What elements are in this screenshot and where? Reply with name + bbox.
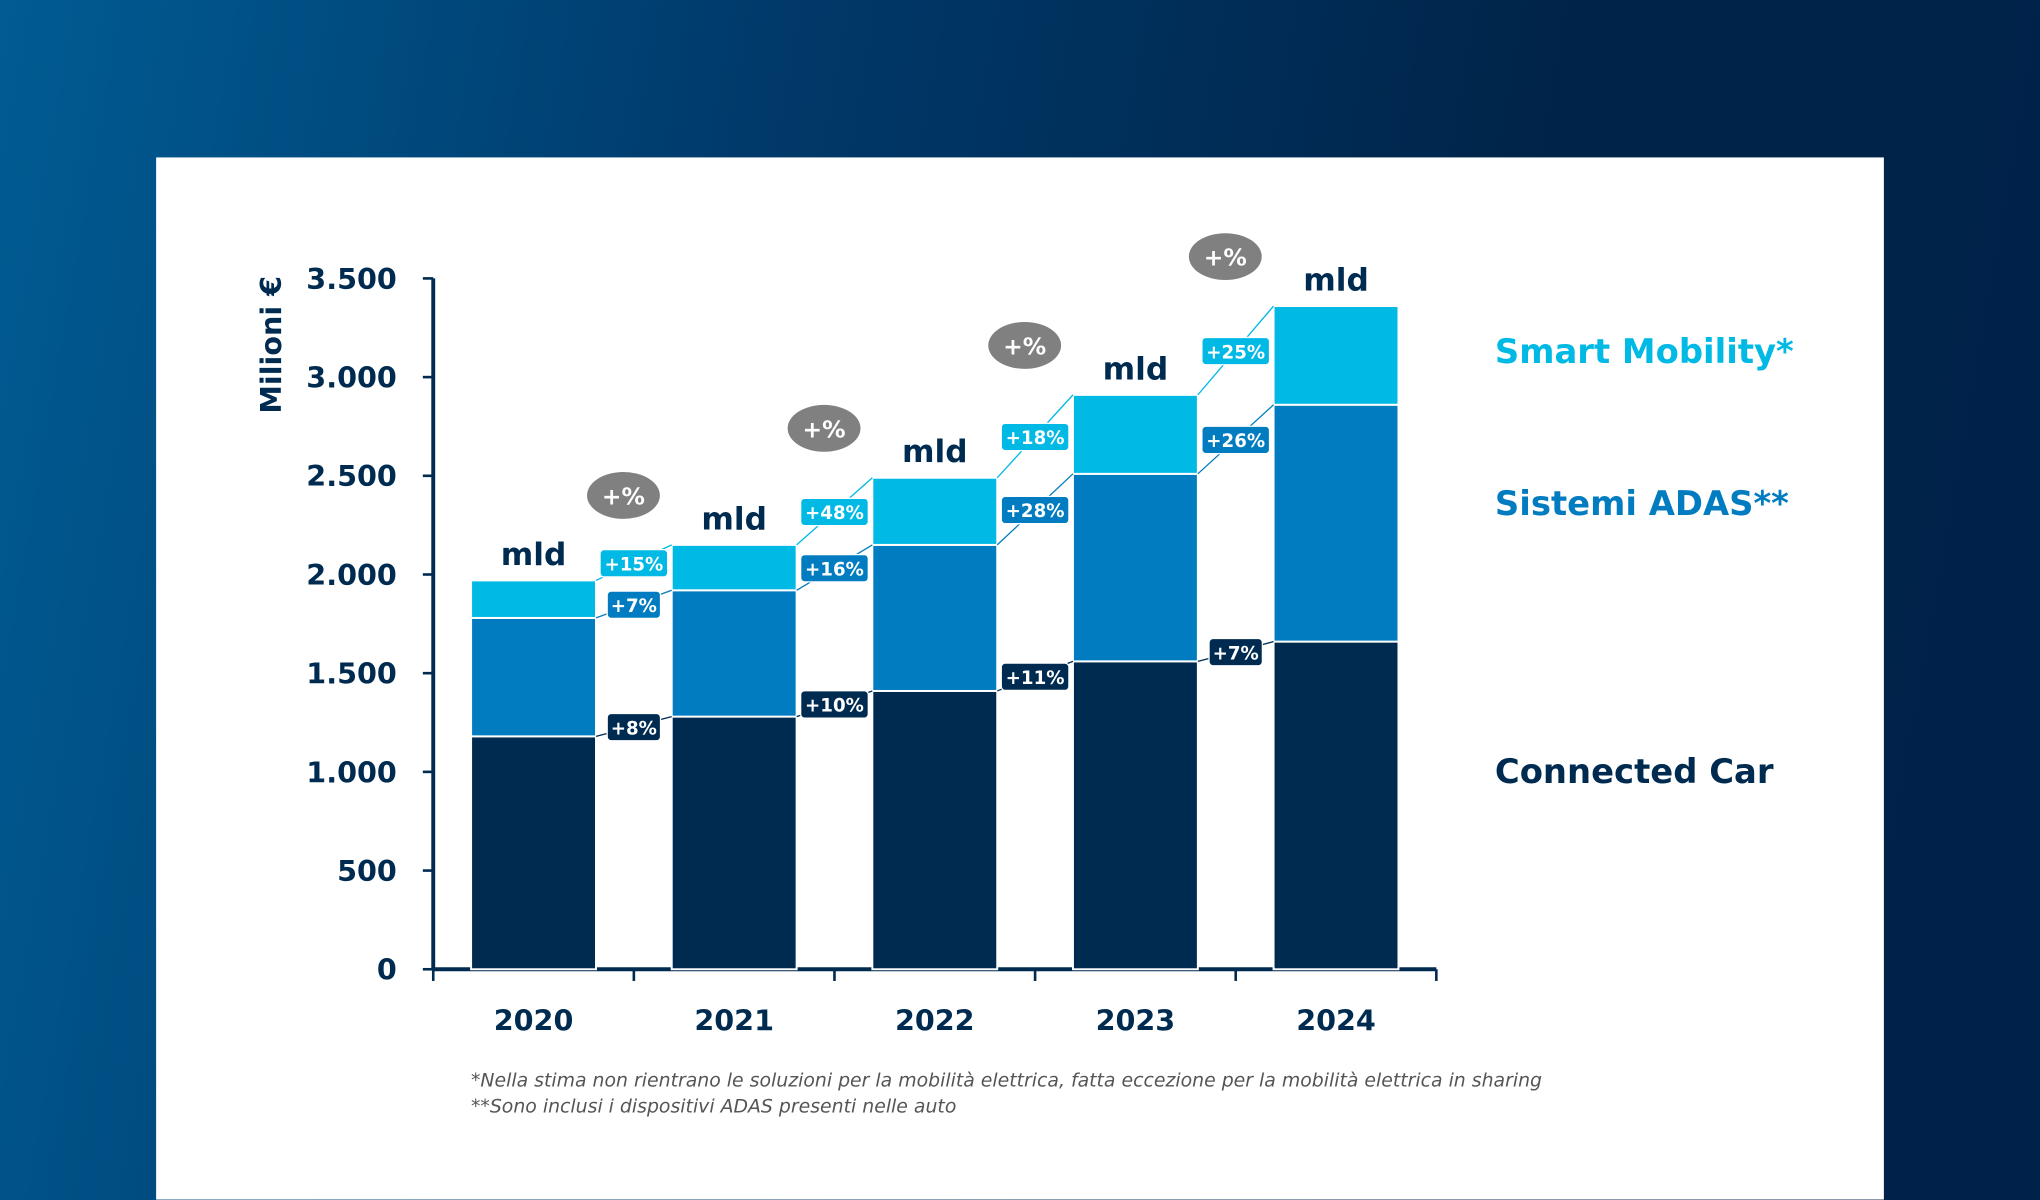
y-tick-label: 1.500 [306, 657, 397, 691]
bar-segment-sistemi-adas [470, 616, 597, 738]
bar-segment-connected-car [1071, 660, 1199, 971]
y-axis-label: Milioni € [254, 276, 288, 414]
growth-badge-label: +7% [611, 596, 657, 617]
x-tick-label: 2022 [895, 1003, 975, 1037]
legend-smart-mobility: Smart Mobility* [1494, 333, 1794, 373]
y-tick-label: 3.500 [306, 262, 397, 296]
bar-segment-connected-car [1272, 640, 1400, 971]
growth-badge-label: +10% [805, 696, 864, 717]
y-tick-label: 3.000 [306, 361, 397, 395]
total-growth-bubble [988, 322, 1062, 369]
total-growth-label: +% [803, 415, 846, 443]
x-tick-label: 2021 [694, 1003, 774, 1037]
total-label: mld [501, 537, 567, 573]
total-growth-bubble [587, 472, 660, 519]
footnote-2: **Sono inclusi i dispositivi ADAS presen… [470, 1096, 957, 1118]
bar-segment-smart-mobility [871, 476, 999, 546]
y-tick-label: 500 [337, 854, 397, 888]
growth-badge-label: +28% [1006, 501, 1065, 522]
growth-badge-label: +16% [805, 559, 864, 580]
bar-segment-connected-car [470, 735, 597, 971]
growth-badge-label: +8% [611, 718, 657, 739]
growth-badge-label: +18% [1006, 428, 1065, 449]
x-tick-label: 2020 [494, 1003, 574, 1037]
legend-connected-car: Connected Car [1494, 753, 1774, 793]
growth-badge-label: +11% [1006, 668, 1065, 689]
y-tick-label: 2.000 [306, 558, 397, 592]
growth-badge-label: +25% [1206, 342, 1265, 363]
y-tick-label: 2.500 [306, 459, 397, 493]
bar-segment-smart-mobility [1071, 393, 1199, 475]
growth-badge [606, 590, 662, 620]
growth-badge [599, 548, 669, 578]
x-tick-label: 2023 [1096, 1003, 1176, 1037]
total-growth-label: +% [1003, 333, 1046, 361]
y-tick-label: 1.000 [306, 755, 397, 789]
growth-badge [1000, 662, 1070, 692]
bar-segment-connected-car [670, 715, 798, 971]
legend-adas: Sistemi ADAS** [1494, 485, 1789, 525]
bar-segment-sistemi-adas [670, 589, 798, 718]
total-growth-label: +% [602, 483, 645, 511]
total-label: mld [902, 434, 968, 470]
total-label: mld [1103, 351, 1169, 387]
footnote-1: *Nella stima non rientrano le soluzioni … [470, 1070, 1543, 1092]
x-tick-label: 2024 [1296, 1003, 1376, 1037]
growth-badge-label: +48% [805, 503, 864, 524]
bar-segment-connected-car [871, 689, 999, 971]
growth-badge [799, 690, 869, 719]
total-label: mld [1303, 262, 1369, 298]
growth-badge [1201, 425, 1271, 455]
bar-segment-smart-mobility [470, 579, 597, 619]
growth-badge [799, 497, 869, 527]
y-tick-label: 0 [377, 953, 397, 987]
bar-segment-smart-mobility [1272, 305, 1400, 406]
bar-segment-smart-mobility [670, 543, 798, 592]
growth-badge-label: +26% [1206, 431, 1265, 452]
growth-badge [1000, 422, 1070, 452]
total-label: mld [701, 501, 767, 537]
growth-badge-label: +7% [1213, 643, 1259, 664]
growth-badge [1208, 637, 1264, 667]
growth-badge [606, 712, 662, 742]
total-growth-bubble [787, 404, 861, 452]
total-growth-bubble [1188, 233, 1262, 281]
total-growth-label: +% [1204, 244, 1247, 272]
bar-segment-sistemi-adas [1272, 403, 1400, 643]
growth-badge [1201, 336, 1271, 366]
bar-segment-sistemi-adas [1071, 472, 1199, 663]
growth-badge-label: +15% [604, 554, 663, 575]
growth-badge [799, 553, 869, 583]
growth-badge [1000, 495, 1070, 525]
bar-segment-sistemi-adas [871, 543, 999, 692]
